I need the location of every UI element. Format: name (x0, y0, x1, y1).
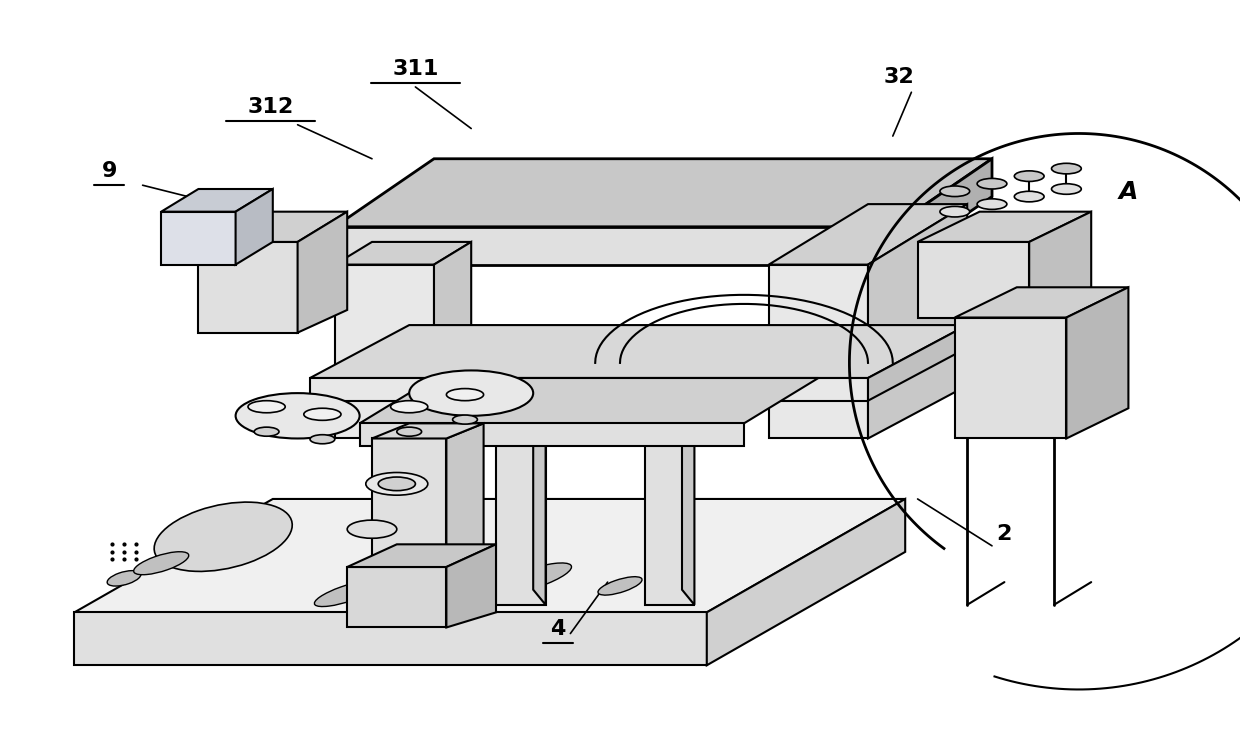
Polygon shape (1029, 212, 1091, 318)
Polygon shape (533, 423, 546, 605)
Ellipse shape (940, 206, 970, 217)
Polygon shape (446, 544, 496, 627)
Polygon shape (769, 265, 868, 438)
Ellipse shape (304, 408, 341, 420)
Polygon shape (372, 438, 446, 567)
Ellipse shape (366, 472, 428, 495)
Polygon shape (446, 423, 484, 567)
Ellipse shape (315, 581, 379, 606)
Ellipse shape (254, 427, 279, 436)
Polygon shape (335, 159, 992, 227)
Ellipse shape (347, 520, 397, 538)
Ellipse shape (1052, 163, 1081, 174)
Polygon shape (918, 212, 1091, 242)
Polygon shape (868, 325, 967, 401)
Ellipse shape (446, 389, 484, 401)
Polygon shape (1066, 287, 1128, 438)
Polygon shape (955, 318, 1066, 438)
Ellipse shape (409, 370, 533, 416)
Ellipse shape (310, 435, 335, 444)
Ellipse shape (248, 401, 285, 413)
Text: A: A (1118, 180, 1138, 204)
Polygon shape (74, 499, 905, 612)
Ellipse shape (598, 577, 642, 595)
Ellipse shape (391, 401, 428, 413)
Ellipse shape (495, 563, 572, 593)
Polygon shape (496, 438, 546, 605)
Polygon shape (682, 423, 694, 605)
Text: 32: 32 (884, 67, 914, 87)
Polygon shape (434, 242, 471, 438)
Polygon shape (893, 159, 992, 265)
Ellipse shape (1052, 184, 1081, 194)
Ellipse shape (107, 571, 141, 586)
Ellipse shape (397, 427, 422, 436)
Text: 2: 2 (997, 525, 1012, 544)
Polygon shape (707, 499, 905, 665)
Polygon shape (310, 325, 967, 378)
Polygon shape (335, 227, 893, 265)
Polygon shape (645, 438, 694, 605)
Polygon shape (955, 287, 1128, 318)
Polygon shape (161, 212, 236, 265)
Ellipse shape (154, 502, 293, 572)
Ellipse shape (236, 393, 360, 438)
Text: 4: 4 (551, 619, 565, 639)
Polygon shape (347, 567, 446, 627)
Ellipse shape (940, 186, 970, 197)
Polygon shape (74, 612, 707, 665)
Polygon shape (769, 204, 967, 265)
Ellipse shape (378, 477, 415, 491)
Polygon shape (360, 378, 818, 423)
Polygon shape (335, 265, 434, 438)
Polygon shape (310, 378, 868, 401)
Polygon shape (161, 189, 273, 212)
Text: 312: 312 (247, 98, 294, 117)
Polygon shape (198, 212, 347, 242)
Polygon shape (868, 204, 967, 438)
Text: 9: 9 (102, 162, 117, 181)
Polygon shape (918, 242, 1029, 318)
Ellipse shape (977, 199, 1007, 209)
Polygon shape (347, 544, 496, 567)
Polygon shape (298, 212, 347, 333)
Polygon shape (372, 423, 484, 438)
Polygon shape (198, 242, 298, 333)
Text: 311: 311 (392, 60, 439, 79)
Ellipse shape (1014, 171, 1044, 181)
Polygon shape (335, 242, 471, 265)
Polygon shape (236, 189, 273, 265)
Polygon shape (360, 423, 744, 446)
Ellipse shape (1014, 191, 1044, 202)
Ellipse shape (134, 552, 188, 575)
Ellipse shape (453, 415, 477, 424)
Ellipse shape (977, 178, 1007, 189)
